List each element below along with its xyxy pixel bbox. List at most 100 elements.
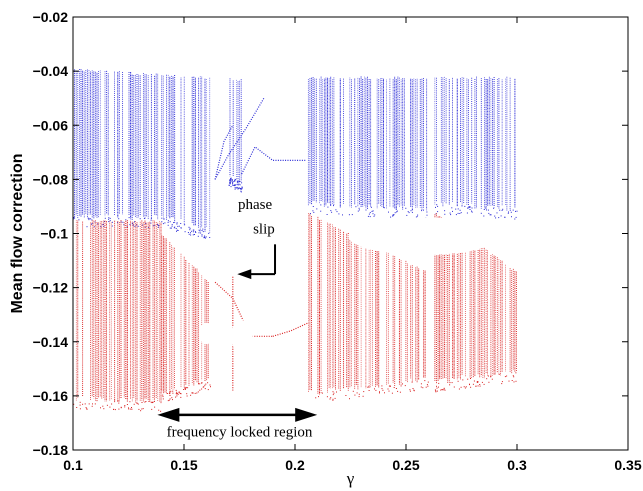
phase-slip-arrow: [237, 244, 277, 280]
dot: [332, 394, 334, 396]
dot: [102, 405, 104, 407]
dot: [144, 226, 146, 228]
dot: [111, 403, 113, 405]
dot: [379, 391, 380, 393]
dot: [176, 229, 178, 231]
dot: [315, 397, 317, 399]
y-tick-label: −0.06: [33, 117, 69, 133]
y-tick-label: −0.18: [33, 442, 69, 458]
dot: [176, 222, 178, 224]
y-tick-label: −0.14: [33, 334, 69, 350]
dot: [191, 392, 193, 394]
dot: [136, 402, 138, 404]
dot: [86, 226, 88, 228]
dot: [416, 216, 418, 218]
dot: [172, 399, 173, 401]
dot: [407, 211, 409, 213]
dot: [411, 209, 413, 211]
hole-0: [348, 217, 500, 256]
dot: [464, 387, 466, 389]
dot: [180, 396, 182, 398]
dot: [157, 224, 159, 226]
hole-1: [230, 320, 253, 353]
dot: [92, 403, 93, 405]
dot: [351, 214, 353, 216]
dot: [109, 220, 111, 222]
dot: [176, 393, 178, 395]
dot: [118, 402, 120, 404]
dot: [189, 227, 191, 229]
dot: [425, 386, 427, 388]
dot: [427, 385, 429, 387]
dot: [161, 221, 163, 223]
dot: [234, 184, 236, 186]
dot: [124, 405, 126, 406]
dot: [444, 389, 446, 391]
dot: [136, 402, 138, 404]
dot: [381, 388, 383, 390]
dot: [375, 389, 377, 391]
dot: [365, 209, 367, 211]
dot: [239, 184, 241, 186]
dot: [388, 385, 390, 387]
frequency-locked-arrow: [157, 407, 318, 422]
dot: [85, 407, 87, 409]
dot: [177, 393, 179, 395]
dot: [163, 218, 165, 220]
dot: [185, 387, 187, 389]
dot: [167, 400, 169, 402]
dot: [84, 403, 86, 405]
dot: [336, 211, 338, 213]
dot: [192, 231, 194, 233]
dot: [332, 398, 334, 400]
dot: [513, 381, 515, 383]
dot: [79, 404, 81, 406]
dot: [90, 218, 92, 220]
dot: [435, 391, 437, 393]
dot: [408, 212, 410, 214]
arrow-head: [237, 269, 252, 280]
dot: [109, 406, 111, 408]
dot: [515, 380, 517, 382]
dot: [443, 387, 445, 389]
dot: [202, 231, 204, 233]
dot: [93, 226, 95, 228]
y-tick-label: −0.02: [33, 9, 69, 25]
dot: [135, 224, 137, 226]
dot: [142, 408, 144, 410]
dot: [97, 223, 99, 225]
dot: [370, 206, 372, 208]
dot: [318, 396, 319, 398]
dot: [199, 230, 201, 232]
branch-upper-2: [214, 124, 234, 180]
dot: [241, 186, 243, 188]
dot: [204, 235, 206, 237]
dot: [142, 224, 143, 226]
dot: [152, 401, 154, 403]
dot: [184, 224, 186, 226]
dot: [157, 224, 159, 225]
dot: [175, 393, 177, 395]
dot: [465, 386, 467, 388]
dot: [126, 226, 128, 228]
dot: [466, 212, 468, 214]
series-upper: [73, 69, 518, 239]
dot: [78, 219, 80, 221]
dot: [179, 391, 181, 393]
dot: [232, 179, 233, 181]
dot: [348, 214, 350, 216]
dot: [330, 204, 332, 206]
dot: [500, 215, 502, 217]
dot: [467, 207, 469, 209]
dot: [171, 397, 173, 399]
dot: [230, 181, 232, 183]
dot: [238, 181, 240, 183]
dot: [176, 230, 177, 232]
dot: [173, 222, 175, 224]
dot: [402, 383, 403, 385]
ticks: 0.1 0.15 0.2 0.25 0.3 0.35 −0.18 −0.16 −0.14 −0.1…: [33, 9, 642, 473]
dot: [172, 390, 174, 392]
dot: [382, 389, 384, 391]
dot: [192, 234, 194, 236]
dot: [232, 184, 234, 186]
